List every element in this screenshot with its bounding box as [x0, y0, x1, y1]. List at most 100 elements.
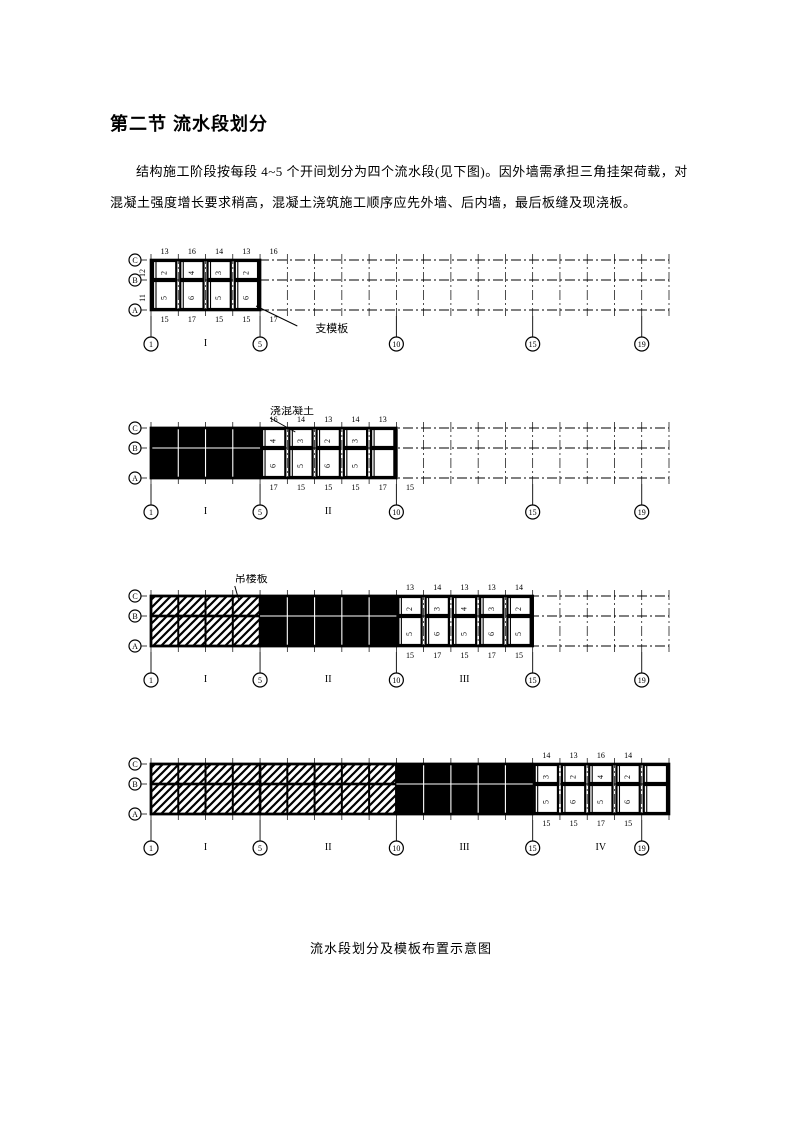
svg-text:15: 15 — [529, 844, 537, 853]
svg-text:I: I — [204, 506, 207, 517]
svg-text:3: 3 — [432, 607, 441, 611]
svg-text:15: 15 — [529, 508, 537, 517]
svg-text:II: II — [325, 842, 332, 853]
svg-text:1: 1 — [149, 676, 153, 685]
svg-text:6: 6 — [187, 296, 196, 300]
svg-text:I: I — [204, 338, 207, 349]
svg-text:2: 2 — [514, 607, 523, 611]
svg-text:3: 3 — [350, 439, 359, 443]
svg-text:19: 19 — [638, 508, 646, 517]
svg-text:15: 15 — [242, 315, 250, 324]
svg-text:3: 3 — [296, 439, 305, 443]
diagram-block: CBA25463526131614131615171515171211支模板15… — [110, 238, 692, 957]
svg-text:17: 17 — [188, 315, 196, 324]
diagram-strip-3: CBA253645362513141313141517151715吊楼板1510… — [121, 574, 681, 742]
svg-text:4: 4 — [596, 775, 605, 779]
page: 第二节 流水段划分 结构施工阶段按每段 4~5 个开间划分为四个流水段(见下图)… — [0, 0, 800, 1132]
svg-text:14: 14 — [542, 751, 550, 760]
svg-text:5: 5 — [258, 676, 262, 685]
diagram-strip-4: CBA35264526141316141515171515101519IIIII… — [121, 742, 681, 910]
svg-text:16: 16 — [597, 751, 605, 760]
svg-text:支模板: 支模板 — [315, 321, 348, 335]
svg-text:5: 5 — [258, 844, 262, 853]
svg-text:C: C — [132, 424, 137, 433]
svg-text:14: 14 — [351, 415, 359, 424]
svg-text:5: 5 — [514, 632, 523, 636]
svg-text:III: III — [460, 674, 470, 685]
svg-text:13: 13 — [406, 583, 414, 592]
svg-text:15: 15 — [542, 819, 550, 828]
svg-text:1: 1 — [149, 508, 153, 517]
svg-text:3: 3 — [487, 607, 496, 611]
svg-text:15: 15 — [161, 315, 169, 324]
svg-text:13: 13 — [379, 415, 387, 424]
diagram-strip-2: CBA463526351614131413171515151715浇混凝土151… — [121, 406, 681, 574]
svg-text:2: 2 — [405, 607, 414, 611]
svg-text:17: 17 — [270, 483, 278, 492]
svg-text:15: 15 — [461, 651, 469, 660]
svg-text:5: 5 — [160, 296, 169, 300]
svg-text:16: 16 — [270, 247, 278, 256]
svg-text:5: 5 — [258, 340, 262, 349]
svg-text:19: 19 — [638, 844, 646, 853]
diagram-caption: 流水段划分及模板布置示意图 — [110, 938, 692, 957]
svg-text:15: 15 — [215, 315, 223, 324]
svg-text:B: B — [132, 276, 137, 285]
svg-text:14: 14 — [515, 583, 523, 592]
svg-text:6: 6 — [269, 464, 278, 468]
svg-text:15: 15 — [515, 651, 523, 660]
svg-text:15: 15 — [570, 819, 578, 828]
svg-text:10: 10 — [392, 844, 400, 853]
svg-text:B: B — [132, 780, 137, 789]
svg-text:15: 15 — [529, 340, 537, 349]
svg-text:17: 17 — [379, 483, 387, 492]
svg-text:C: C — [132, 760, 137, 769]
svg-text:15: 15 — [324, 483, 332, 492]
svg-text:6: 6 — [487, 632, 496, 636]
svg-text:4: 4 — [187, 271, 196, 275]
svg-text:14: 14 — [624, 751, 632, 760]
svg-text:10: 10 — [392, 508, 400, 517]
svg-text:2: 2 — [569, 775, 578, 779]
svg-text:4: 4 — [460, 607, 469, 611]
svg-text:1: 1 — [149, 844, 153, 853]
svg-text:A: A — [132, 306, 138, 315]
svg-text:2: 2 — [323, 439, 332, 443]
svg-text:17: 17 — [597, 819, 605, 828]
svg-text:II: II — [325, 506, 332, 517]
svg-text:6: 6 — [569, 800, 578, 804]
svg-text:10: 10 — [392, 676, 400, 685]
svg-text:16: 16 — [188, 247, 196, 256]
diagram-strip-1: CBA25463526131614131615171515171211支模板15… — [121, 238, 681, 406]
svg-text:17: 17 — [433, 651, 441, 660]
svg-text:15: 15 — [624, 819, 632, 828]
svg-text:吊楼板: 吊楼板 — [235, 574, 268, 585]
body-paragraph: 结构施工阶段按每段 4~5 个开间划分为四个流水段(见下图)。因外墙需承担三角挂… — [110, 156, 692, 218]
svg-text:13: 13 — [461, 583, 469, 592]
svg-text:15: 15 — [406, 651, 414, 660]
svg-text:15: 15 — [351, 483, 359, 492]
svg-text:C: C — [132, 592, 137, 601]
svg-text:2: 2 — [623, 775, 632, 779]
svg-text:5: 5 — [214, 296, 223, 300]
svg-text:2: 2 — [160, 271, 169, 275]
svg-text:13: 13 — [570, 751, 578, 760]
svg-text:A: A — [132, 642, 138, 651]
svg-text:13: 13 — [488, 583, 496, 592]
svg-text:11: 11 — [138, 295, 147, 303]
svg-text:5: 5 — [258, 508, 262, 517]
svg-text:5: 5 — [596, 800, 605, 804]
svg-text:13: 13 — [242, 247, 250, 256]
svg-text:B: B — [132, 444, 137, 453]
svg-text:17: 17 — [488, 651, 496, 660]
svg-text:6: 6 — [323, 464, 332, 468]
svg-text:1: 1 — [149, 340, 153, 349]
svg-text:15: 15 — [297, 483, 305, 492]
svg-text:5: 5 — [296, 464, 305, 468]
svg-text:15: 15 — [406, 483, 414, 492]
svg-text:13: 13 — [161, 247, 169, 256]
svg-text:14: 14 — [433, 583, 441, 592]
svg-text:12: 12 — [138, 269, 147, 277]
svg-text:6: 6 — [623, 800, 632, 804]
section-heading: 第二节 流水段划分 — [110, 110, 692, 136]
